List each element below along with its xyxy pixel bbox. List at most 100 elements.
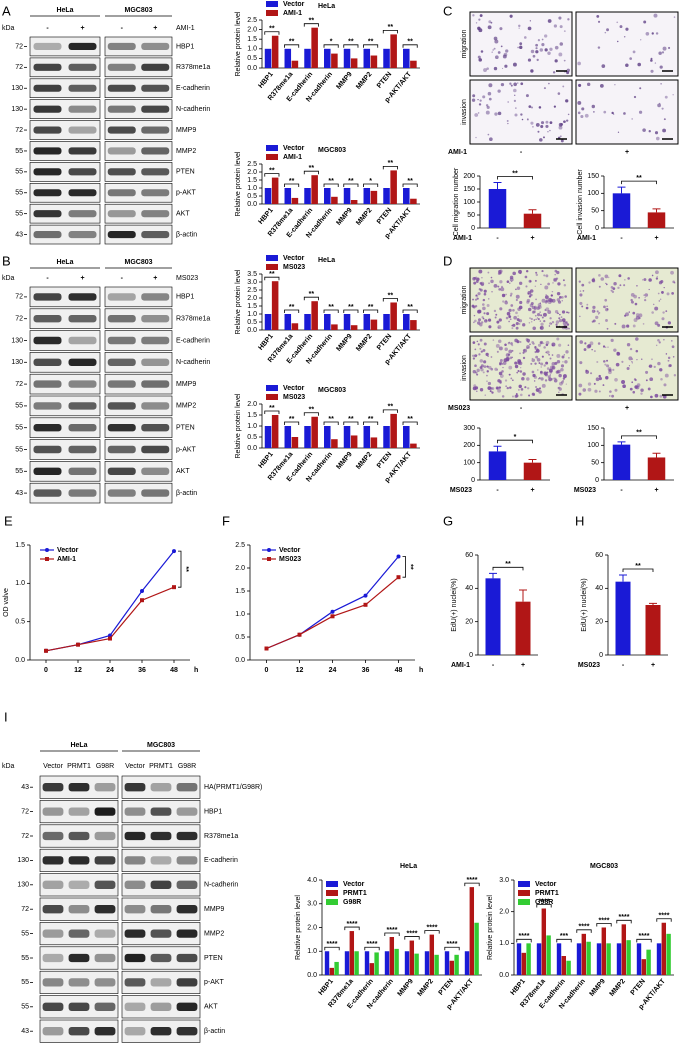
blot-frame [104, 417, 173, 438]
y-tick-label: 0.5 [15, 619, 25, 626]
significance-bracket [382, 166, 398, 170]
cell [638, 296, 640, 299]
blot-band [107, 314, 136, 323]
point [297, 632, 302, 637]
cell [605, 307, 609, 312]
cell [514, 94, 516, 96]
x-tick-label: MMP9 [335, 71, 353, 91]
bar [350, 435, 358, 448]
bar [350, 58, 358, 68]
legend-swatch [326, 899, 338, 905]
blot-band [107, 489, 136, 497]
cell [516, 286, 521, 290]
protein-label: E-cadherin [176, 337, 210, 344]
kda-value: 130 [11, 85, 23, 92]
cell [587, 382, 592, 386]
blot-band [141, 42, 170, 51]
cell [647, 387, 651, 391]
blot-band [176, 856, 198, 865]
significance-label: **** [467, 877, 478, 884]
cell [499, 280, 503, 284]
group-label: MGC803 [147, 742, 175, 749]
cell [527, 26, 532, 31]
cell [476, 373, 479, 376]
cell [517, 315, 519, 317]
bar [403, 314, 410, 330]
cell [561, 300, 563, 302]
bar [331, 324, 338, 330]
cell [643, 278, 647, 282]
legend-swatch [266, 1, 278, 7]
cell [487, 91, 492, 96]
cell [605, 283, 608, 286]
cell [603, 305, 606, 309]
treatment-label: AMI-1 [176, 25, 195, 32]
cell [629, 57, 632, 60]
significance-bracket [324, 946, 340, 951]
bar [343, 48, 351, 68]
cell [538, 390, 542, 394]
cell [531, 310, 536, 314]
legend-label: Vector [283, 145, 305, 152]
cell [545, 124, 549, 128]
kda-value: 55 [21, 1004, 29, 1011]
cell [509, 386, 512, 389]
legend-swatch [266, 154, 278, 160]
cell [589, 341, 594, 346]
blot-band [141, 230, 170, 239]
cell [498, 288, 501, 291]
cell [648, 130, 651, 133]
cell [487, 298, 490, 300]
cell [538, 305, 542, 309]
bar [390, 413, 397, 448]
kda-value: 55 [15, 169, 23, 176]
cell [516, 340, 520, 344]
cell [628, 356, 633, 361]
cell [519, 370, 523, 373]
y-tick-label: 0.5 [247, 434, 257, 441]
significance-bracket [621, 435, 657, 439]
significance-bracket [497, 176, 533, 180]
cell [612, 368, 615, 371]
protein-label: AKT [176, 210, 190, 217]
cell [627, 277, 630, 280]
bar [291, 437, 299, 448]
treatment-label: MS023 [574, 487, 596, 494]
cell [549, 47, 553, 51]
cell [543, 371, 548, 376]
protein-label: HA(PRMT1/G98R) [204, 784, 262, 791]
cell [472, 386, 477, 391]
lane-label: - [46, 25, 49, 32]
blot-band [33, 126, 62, 134]
bar [271, 415, 279, 448]
cell [537, 130, 540, 133]
cell [617, 286, 620, 290]
cell [623, 284, 626, 287]
bar [264, 314, 272, 330]
cell [658, 341, 661, 344]
significance-label: ** [289, 39, 295, 46]
panel-label: F [222, 513, 230, 528]
kda-value: 55 [15, 403, 23, 410]
cell [556, 359, 561, 364]
blot-band [176, 880, 198, 889]
cell [613, 348, 617, 352]
protein-label: HBP1 [176, 43, 194, 50]
blot-frame [29, 141, 101, 161]
cell [560, 139, 564, 143]
cell [543, 87, 546, 90]
row-label: migration [461, 30, 468, 59]
lane-label: + [153, 275, 157, 282]
point [363, 593, 368, 598]
cell [628, 311, 630, 313]
cell [642, 279, 644, 281]
cell [534, 314, 537, 317]
cell [519, 281, 523, 285]
cell [483, 365, 487, 369]
cell [505, 293, 507, 296]
cell [511, 327, 514, 330]
bar [429, 934, 435, 975]
bar [284, 314, 292, 330]
y-tick-label: 40 [465, 585, 473, 592]
cell [659, 368, 663, 372]
